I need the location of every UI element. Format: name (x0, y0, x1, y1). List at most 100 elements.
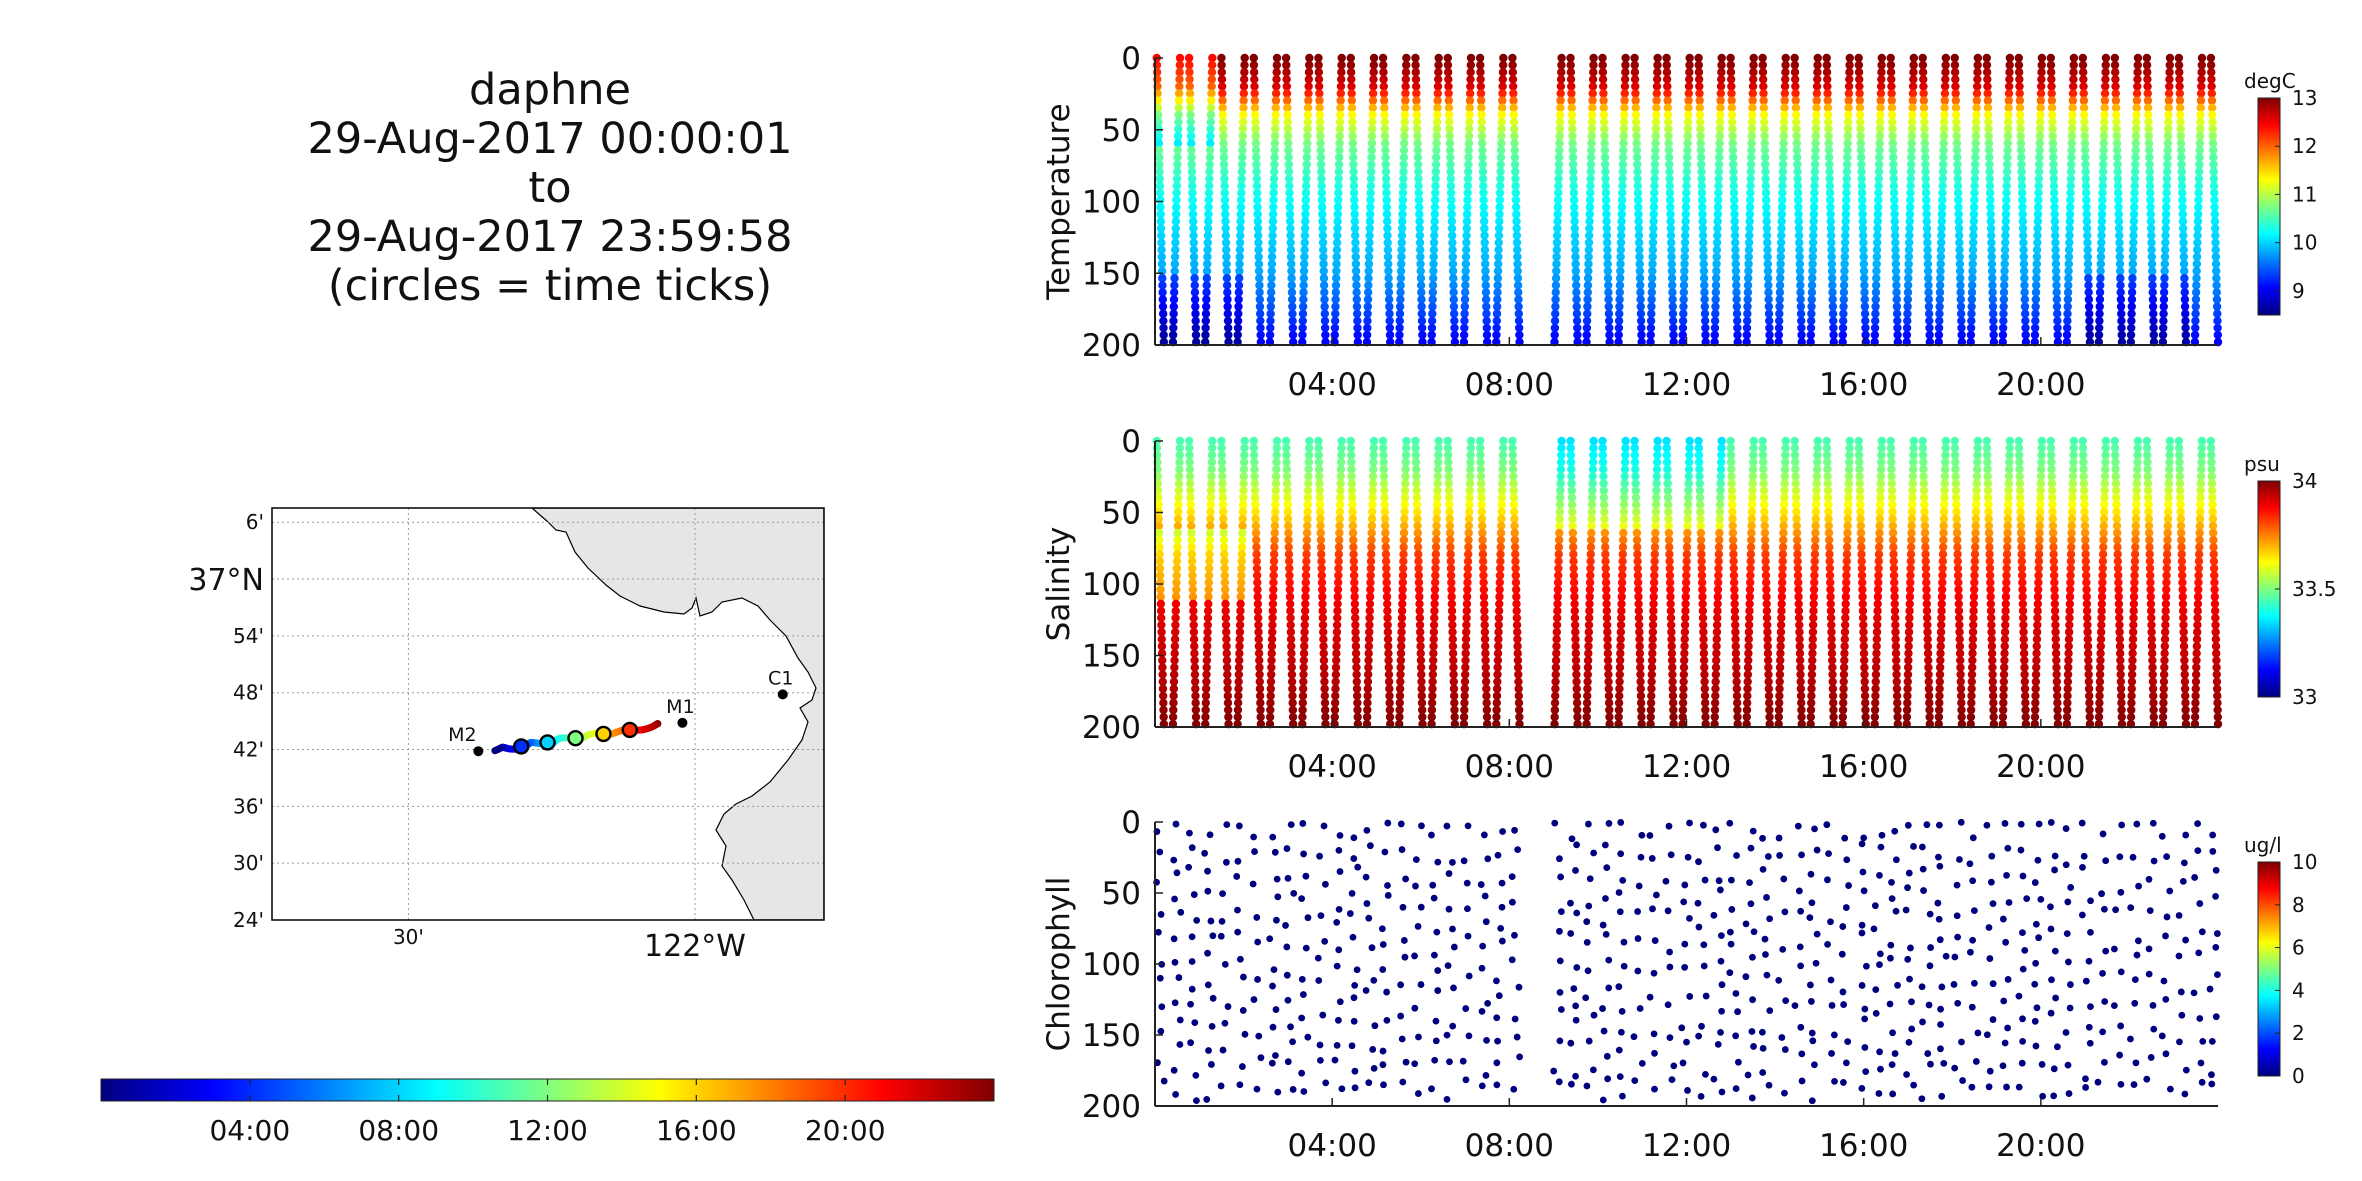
temperature-point (2035, 131, 2045, 141)
salinity-point (1217, 436, 1226, 446)
temperature-point (1302, 174, 1311, 183)
temperature-point (2019, 266, 2029, 276)
temperature-point (1790, 68, 1800, 77)
temperature-point (1368, 89, 1378, 98)
temperature-point (1951, 110, 1961, 120)
temperature-point (1363, 288, 1373, 297)
salinity-point (1366, 557, 1376, 566)
temperature-point (1683, 146, 1692, 155)
temperature-point (1206, 117, 1215, 127)
temperature-point (1352, 274, 1361, 283)
salinity-point (1320, 684, 1329, 693)
temperature-point (1684, 96, 1693, 105)
salinity-point (1190, 656, 1199, 665)
temperature-point (1828, 302, 1838, 311)
temperature-point (1855, 75, 1864, 84)
salinity-point (1300, 634, 1309, 644)
salinity-point (1319, 663, 1329, 672)
salinity-point (1191, 705, 1201, 715)
temperature-point (1350, 224, 1360, 233)
salinity-point (1448, 649, 1458, 658)
salinity-point (1445, 528, 1455, 538)
temperature-point (1763, 266, 1773, 276)
temperature-point (1477, 103, 1486, 112)
temperature-point (1810, 160, 1820, 169)
salinity-point (1385, 684, 1394, 693)
temperature-point (1729, 181, 1739, 191)
salinity-point (1158, 656, 1167, 665)
temperature-point (1433, 75, 1443, 84)
salinity-point (1240, 436, 1249, 446)
temperature-point (2019, 259, 2029, 269)
temperature-point (1445, 124, 1454, 134)
vehicle-track (491, 720, 662, 755)
temperature-point (2126, 330, 2136, 340)
temperature-point (1922, 224, 1932, 233)
temperature-point (1416, 281, 1426, 290)
temperature-point (1385, 330, 1395, 340)
temperature-point (1170, 266, 1179, 276)
temperature-point (2003, 153, 2012, 162)
temperature-point (1746, 167, 1756, 176)
temperature-point (1382, 217, 1392, 226)
salinity-point (1367, 535, 1376, 545)
temperature-point (1582, 323, 1592, 333)
temperature-point (1266, 309, 1275, 318)
temperature-point (1829, 330, 1838, 340)
temperature-point (1682, 153, 1692, 162)
temperature-point (2030, 330, 2040, 340)
salinity-point (1449, 677, 1458, 686)
temperature-point (2211, 245, 2220, 254)
temperature-point (1172, 195, 1181, 205)
temperature-point (1266, 323, 1275, 333)
temperature-point (1778, 160, 1788, 169)
time-tick-circle (539, 734, 556, 751)
temperature-point (1822, 60, 1832, 70)
temperature-point (1304, 82, 1313, 91)
temperature-point (1288, 302, 1297, 311)
temperature-point (1924, 295, 1933, 304)
salinity-point (1346, 436, 1355, 446)
temperature-point (1302, 146, 1312, 155)
temperature-point (1904, 245, 1914, 254)
temperature-point (1812, 96, 1821, 105)
temperature-point (1792, 139, 1801, 148)
temperature-point (1461, 252, 1471, 262)
salinity-point (1175, 458, 1184, 467)
temperature-point (1764, 302, 1774, 311)
salinity-point (1320, 705, 1330, 715)
temperature-point (1887, 82, 1896, 91)
salinity-point (1369, 436, 1379, 446)
temperature-point (1240, 53, 1249, 63)
temperature-point (1315, 96, 1324, 105)
temperature-point (1479, 210, 1489, 219)
temperature-point (2016, 110, 2025, 120)
temperature-point (1270, 160, 1279, 169)
salinity-point (1175, 436, 1185, 446)
salinity-point (1301, 592, 1310, 601)
temperature-point (1303, 110, 1313, 120)
salinity-point (1281, 436, 1291, 446)
temperature-point (1793, 174, 1802, 183)
temperature-point (1920, 146, 1930, 155)
temperature-point (1449, 295, 1458, 304)
temperature-point (2018, 195, 2027, 205)
temperature-point (2001, 224, 2010, 233)
temperature-point (1318, 224, 1327, 233)
salinity-point (1239, 493, 1248, 502)
temperature-point (1780, 103, 1789, 112)
map-lat-label: 42' (233, 738, 264, 762)
temperature-point (1157, 231, 1166, 240)
salinity-point (1445, 514, 1454, 524)
salinity-point (1446, 550, 1455, 559)
temperature-point (1185, 75, 1194, 84)
temperature-point (2047, 75, 2056, 84)
temperature-point (1331, 288, 1341, 297)
temperature-point (1427, 316, 1437, 326)
salinity-point (1270, 535, 1279, 545)
temperature-point (2165, 68, 2174, 77)
temperature-point (1955, 259, 1965, 269)
temperature-point (1665, 188, 1675, 198)
temperature-point (2032, 245, 2042, 254)
salinity-point (1415, 620, 1425, 630)
